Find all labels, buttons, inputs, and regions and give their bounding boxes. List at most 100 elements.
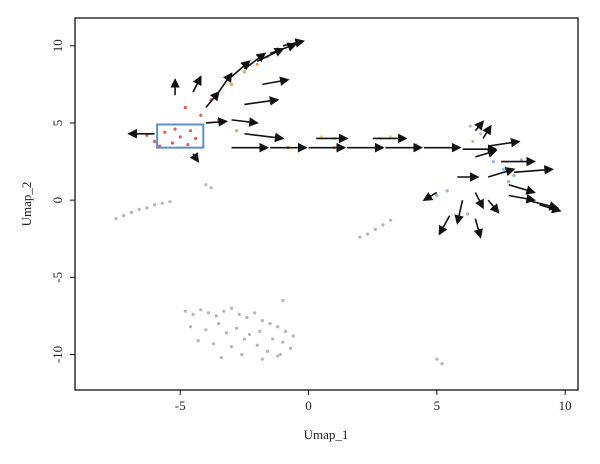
y-axis-label: Umap_2 xyxy=(19,182,34,227)
point xyxy=(229,82,234,86)
velocity-arrow xyxy=(231,60,251,78)
point xyxy=(217,322,221,326)
velocity-arrow xyxy=(482,124,492,139)
point xyxy=(365,232,370,236)
point xyxy=(358,235,362,239)
point xyxy=(163,130,167,134)
velocity-arrow xyxy=(438,215,451,236)
point xyxy=(435,193,439,198)
point xyxy=(137,207,141,212)
plot-frame xyxy=(74,17,579,391)
point xyxy=(152,139,157,144)
point xyxy=(373,227,377,232)
point xyxy=(468,124,472,128)
point xyxy=(276,354,280,358)
point xyxy=(224,331,229,335)
point xyxy=(199,113,203,117)
point xyxy=(242,337,246,341)
velocity-arrow xyxy=(526,199,560,211)
y-tick-label: -5 xyxy=(50,272,65,283)
x-tick-label: -5 xyxy=(175,398,186,413)
velocity-arrow xyxy=(189,152,200,163)
velocity-arrow xyxy=(487,166,516,178)
velocity-arrow xyxy=(282,38,305,48)
point xyxy=(466,212,470,216)
y-tick-label: 5 xyxy=(50,120,65,127)
point xyxy=(204,328,208,332)
velocity-arrow xyxy=(454,199,464,225)
point xyxy=(240,352,244,357)
point xyxy=(478,132,483,136)
point xyxy=(414,142,418,147)
point xyxy=(255,343,259,347)
point xyxy=(196,339,200,343)
point xyxy=(237,312,241,316)
velocity-arrow xyxy=(508,193,536,204)
point xyxy=(281,340,285,344)
point xyxy=(440,362,444,366)
velocity-arrow xyxy=(473,218,483,239)
velocity-arrow xyxy=(244,132,285,143)
point xyxy=(229,306,234,310)
point xyxy=(268,322,272,326)
velocity-arrow xyxy=(539,204,562,214)
point xyxy=(381,223,385,227)
point xyxy=(283,329,288,333)
velocity-arrow xyxy=(205,117,229,127)
velocity-arrow xyxy=(488,137,521,148)
point xyxy=(235,129,239,133)
point xyxy=(188,325,193,329)
velocity-arrow xyxy=(231,117,259,127)
point xyxy=(122,213,126,218)
velocity-arrow xyxy=(487,199,500,214)
point xyxy=(260,318,264,323)
y-tick-label: 0 xyxy=(50,197,65,204)
point xyxy=(168,200,172,204)
point xyxy=(271,337,275,341)
point xyxy=(204,183,208,187)
point xyxy=(258,329,262,333)
point xyxy=(471,139,475,144)
point xyxy=(491,159,495,164)
point xyxy=(278,352,282,357)
point xyxy=(152,203,157,207)
point xyxy=(160,201,164,205)
point xyxy=(445,189,449,193)
point xyxy=(199,308,203,312)
velocity-arrow xyxy=(192,75,202,93)
point xyxy=(186,142,190,147)
velocity-arrow xyxy=(475,148,498,158)
point xyxy=(173,127,177,131)
point xyxy=(229,345,234,349)
point xyxy=(527,195,531,199)
point xyxy=(389,218,393,222)
velocity-arrow xyxy=(243,52,267,70)
x-tick-label: 0 xyxy=(305,398,312,413)
point xyxy=(260,357,264,361)
velocity-arrow xyxy=(262,76,290,86)
point xyxy=(512,173,516,178)
point xyxy=(219,355,223,360)
point xyxy=(247,332,252,337)
point xyxy=(191,312,195,316)
velocity-arrow xyxy=(474,192,484,210)
point xyxy=(178,135,182,139)
point xyxy=(209,186,213,190)
point xyxy=(255,62,259,66)
point xyxy=(170,141,175,145)
velocity-arrow xyxy=(513,165,554,175)
point xyxy=(188,129,193,133)
point xyxy=(206,311,211,315)
point xyxy=(145,206,149,210)
point xyxy=(222,309,226,313)
velocity-arrow xyxy=(474,120,485,132)
point xyxy=(183,105,187,110)
point xyxy=(245,315,249,320)
point xyxy=(291,334,295,338)
point xyxy=(214,314,218,318)
point xyxy=(288,346,293,350)
point xyxy=(253,311,257,315)
point xyxy=(281,298,285,303)
point xyxy=(242,70,246,74)
